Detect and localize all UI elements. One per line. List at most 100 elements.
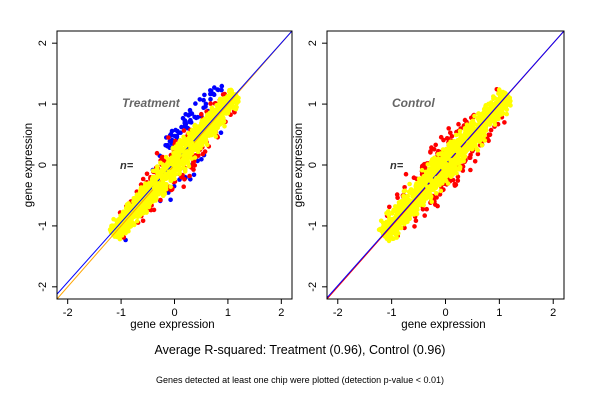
data-point	[454, 171, 459, 176]
data-point	[134, 194, 140, 199]
data-point	[403, 171, 409, 177]
data-point	[451, 167, 457, 172]
data-point	[486, 101, 491, 107]
data-point	[446, 171, 451, 177]
y-tick-label: -2	[37, 282, 49, 292]
data-point	[219, 83, 225, 89]
data-point	[222, 124, 227, 129]
data-point	[474, 146, 480, 152]
data-point	[208, 101, 213, 106]
data-point	[434, 190, 439, 196]
data-point	[225, 110, 230, 115]
y-tick-label: 0	[37, 162, 49, 168]
data-point	[196, 129, 201, 135]
data-point	[203, 140, 209, 145]
data-point	[200, 124, 206, 130]
data-point	[183, 112, 188, 117]
data-point	[150, 168, 156, 174]
data-point	[394, 235, 400, 240]
data-point	[446, 154, 451, 159]
data-point	[150, 174, 156, 180]
data-point	[187, 107, 193, 113]
data-point	[390, 211, 395, 216]
data-point	[192, 155, 198, 160]
data-point	[428, 149, 433, 154]
caption-sub: Genes detected at least one chip were pl…	[156, 375, 444, 385]
data-point	[173, 127, 178, 133]
data-point	[445, 146, 450, 152]
data-point	[194, 148, 200, 153]
data-point	[234, 97, 240, 103]
data-point	[423, 177, 429, 183]
data-point	[428, 167, 433, 172]
x-tick-label: 1	[496, 307, 502, 319]
x-tick-label: 0	[442, 307, 448, 319]
data-point	[445, 164, 451, 169]
data-point	[203, 104, 208, 109]
data-point	[395, 226, 401, 231]
data-point	[216, 102, 221, 107]
data-point	[449, 134, 455, 139]
data-point	[211, 91, 216, 97]
data-point	[429, 199, 435, 204]
data-point	[396, 200, 402, 205]
data-point	[448, 139, 453, 145]
data-point	[494, 108, 500, 114]
y-tick-label: 1	[307, 101, 319, 107]
data-point	[456, 167, 462, 172]
data-point	[467, 155, 472, 160]
data-point	[390, 227, 396, 233]
data-point	[221, 96, 227, 102]
data-point	[180, 149, 186, 154]
data-point	[479, 116, 485, 121]
data-point	[161, 185, 166, 191]
data-point	[439, 177, 445, 182]
data-point	[404, 214, 410, 220]
data-point	[455, 178, 461, 183]
data-point	[168, 184, 173, 190]
data-point	[426, 186, 432, 191]
x-tick-label: -1	[387, 307, 397, 319]
data-point	[459, 150, 464, 156]
y-axis-label: gene expression	[293, 123, 305, 207]
data-point	[486, 132, 492, 138]
count-label: n=	[120, 160, 134, 172]
data-point	[415, 182, 420, 188]
data-point	[227, 87, 232, 93]
data-point	[134, 218, 140, 224]
data-point	[439, 151, 445, 156]
data-point	[429, 178, 435, 183]
data-point	[181, 165, 186, 170]
data-point	[422, 213, 428, 218]
data-point	[208, 97, 213, 102]
data-point	[488, 118, 493, 124]
data-point	[184, 149, 190, 154]
data-point	[473, 133, 478, 139]
data-point	[472, 159, 478, 164]
data-point	[189, 133, 195, 138]
y-tick-label: -1	[37, 221, 49, 231]
data-point	[405, 196, 410, 201]
data-point	[492, 122, 498, 127]
caption-main: Average R-squared: Treatment (0.96), Con…	[154, 343, 446, 357]
data-point	[187, 143, 193, 149]
data-point	[378, 226, 383, 232]
data-point	[191, 172, 197, 178]
data-point	[197, 97, 203, 102]
data-point	[475, 151, 481, 157]
data-point	[172, 163, 177, 168]
data-point	[179, 124, 184, 130]
data-point	[500, 110, 506, 116]
data-point	[398, 208, 404, 214]
data-point	[484, 111, 489, 117]
y-tick-label: 1	[37, 101, 49, 107]
data-point	[166, 135, 171, 140]
data-point	[125, 222, 130, 228]
data-point	[493, 117, 498, 123]
data-point	[154, 150, 160, 156]
data-point	[386, 213, 392, 218]
y-tick-label: 0	[307, 162, 319, 168]
data-point	[462, 117, 468, 123]
data-point	[122, 227, 128, 232]
data-point	[413, 189, 419, 195]
